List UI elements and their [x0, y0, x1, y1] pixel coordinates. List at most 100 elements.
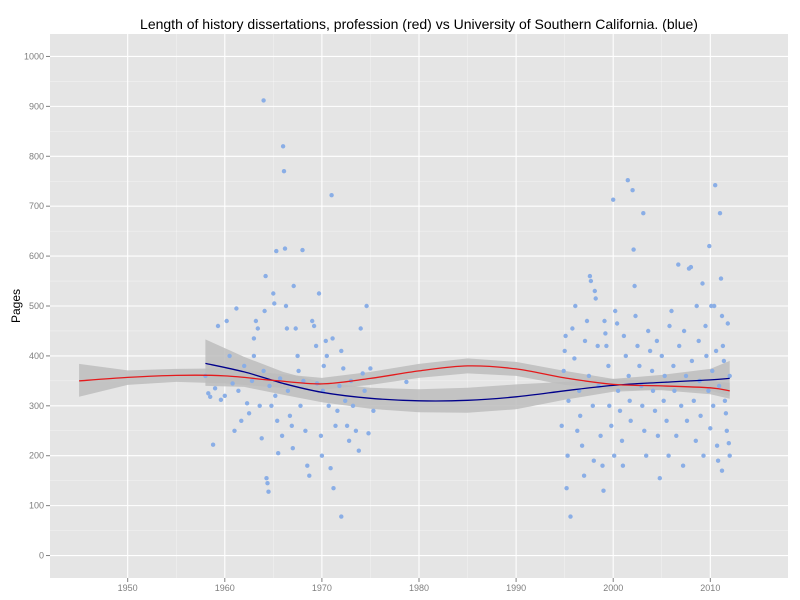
data-point: [659, 353, 664, 359]
data-point: [281, 169, 287, 174]
y-tick-label: 500: [29, 301, 44, 311]
data-point: [337, 383, 342, 389]
chart-title: Length of history dissertations, profess…: [140, 16, 698, 32]
data-point: [637, 363, 642, 369]
data-point: [694, 303, 699, 309]
data-point: [676, 262, 681, 267]
data-point: [674, 433, 679, 438]
data-point: [681, 328, 687, 334]
data-point: [710, 368, 715, 374]
data-point: [251, 336, 257, 341]
data-point: [253, 318, 259, 324]
data-point: [609, 423, 614, 428]
data-point: [570, 326, 575, 331]
y-tick-label: 200: [29, 451, 44, 461]
data-point: [562, 348, 567, 354]
data-point: [587, 273, 593, 279]
data-point: [261, 368, 266, 374]
data-point: [333, 423, 338, 428]
data-point: [404, 379, 409, 385]
data-point: [725, 321, 730, 326]
data-point: [261, 98, 266, 103]
data-point: [654, 338, 660, 344]
data-point: [718, 276, 724, 281]
data-point: [619, 438, 625, 443]
data-point: [595, 343, 600, 349]
data-point: [210, 442, 216, 447]
data-point: [329, 193, 334, 198]
data-point: [717, 211, 723, 216]
data-point: [598, 433, 603, 438]
data-point: [698, 413, 703, 418]
data-point: [353, 428, 359, 433]
data-point: [713, 348, 719, 354]
data-point: [208, 394, 213, 399]
data-point: [721, 358, 727, 364]
x-tick-label: 1950: [118, 583, 138, 593]
data-point: [259, 436, 264, 441]
x-tick-label: 2010: [700, 583, 720, 593]
data-point: [218, 397, 224, 402]
data-point: [343, 398, 348, 403]
data-point: [227, 353, 232, 359]
data-point: [584, 318, 590, 324]
data-point: [307, 473, 312, 478]
data-point: [358, 326, 363, 331]
data-point: [633, 313, 638, 319]
data-point: [600, 463, 605, 468]
data-point: [724, 428, 729, 433]
data-point: [712, 303, 717, 309]
data-point: [559, 423, 564, 428]
data-point: [222, 393, 227, 398]
data-point: [631, 247, 636, 252]
data-point: [341, 366, 346, 371]
data-point: [563, 333, 568, 339]
grid: [50, 34, 788, 578]
data-point: [368, 366, 373, 371]
data-point: [236, 388, 241, 393]
data-point: [628, 418, 633, 423]
data-point: [693, 438, 698, 443]
data-point: [603, 331, 608, 336]
data-point: [266, 489, 271, 494]
data-point: [617, 408, 623, 413]
data-point: [287, 413, 293, 418]
data-point: [224, 318, 229, 324]
data-point: [722, 398, 728, 403]
data-point: [568, 514, 573, 519]
data-point: [588, 278, 594, 284]
data-point: [290, 446, 295, 451]
data-point: [300, 247, 305, 253]
data-point: [321, 363, 326, 369]
y-tick-label: 800: [29, 151, 44, 161]
data-point: [691, 398, 696, 403]
data-point: [364, 303, 369, 309]
data-point: [646, 328, 651, 334]
y-tick-label: 600: [29, 251, 44, 261]
data-point: [291, 283, 296, 289]
data-point: [246, 411, 252, 416]
y-tick-label: 900: [29, 101, 44, 111]
y-tick-label: 400: [29, 351, 44, 361]
data-point: [316, 291, 322, 296]
data-point: [606, 363, 611, 369]
data-point: [613, 308, 618, 314]
data-point: [257, 403, 262, 408]
data-point: [274, 248, 279, 254]
data-point: [703, 323, 708, 329]
data-point: [677, 343, 682, 349]
data-point: [701, 453, 706, 458]
data-point: [280, 144, 286, 149]
data-point: [592, 288, 597, 294]
data-point: [625, 178, 630, 183]
data-point: [627, 398, 632, 403]
data-point: [672, 388, 677, 393]
data-point: [582, 338, 588, 344]
data-point: [283, 303, 289, 309]
data-point: [310, 318, 315, 324]
data-point: [591, 458, 596, 463]
data-point: [264, 476, 269, 481]
data-point: [707, 243, 712, 249]
data-point: [282, 246, 288, 251]
